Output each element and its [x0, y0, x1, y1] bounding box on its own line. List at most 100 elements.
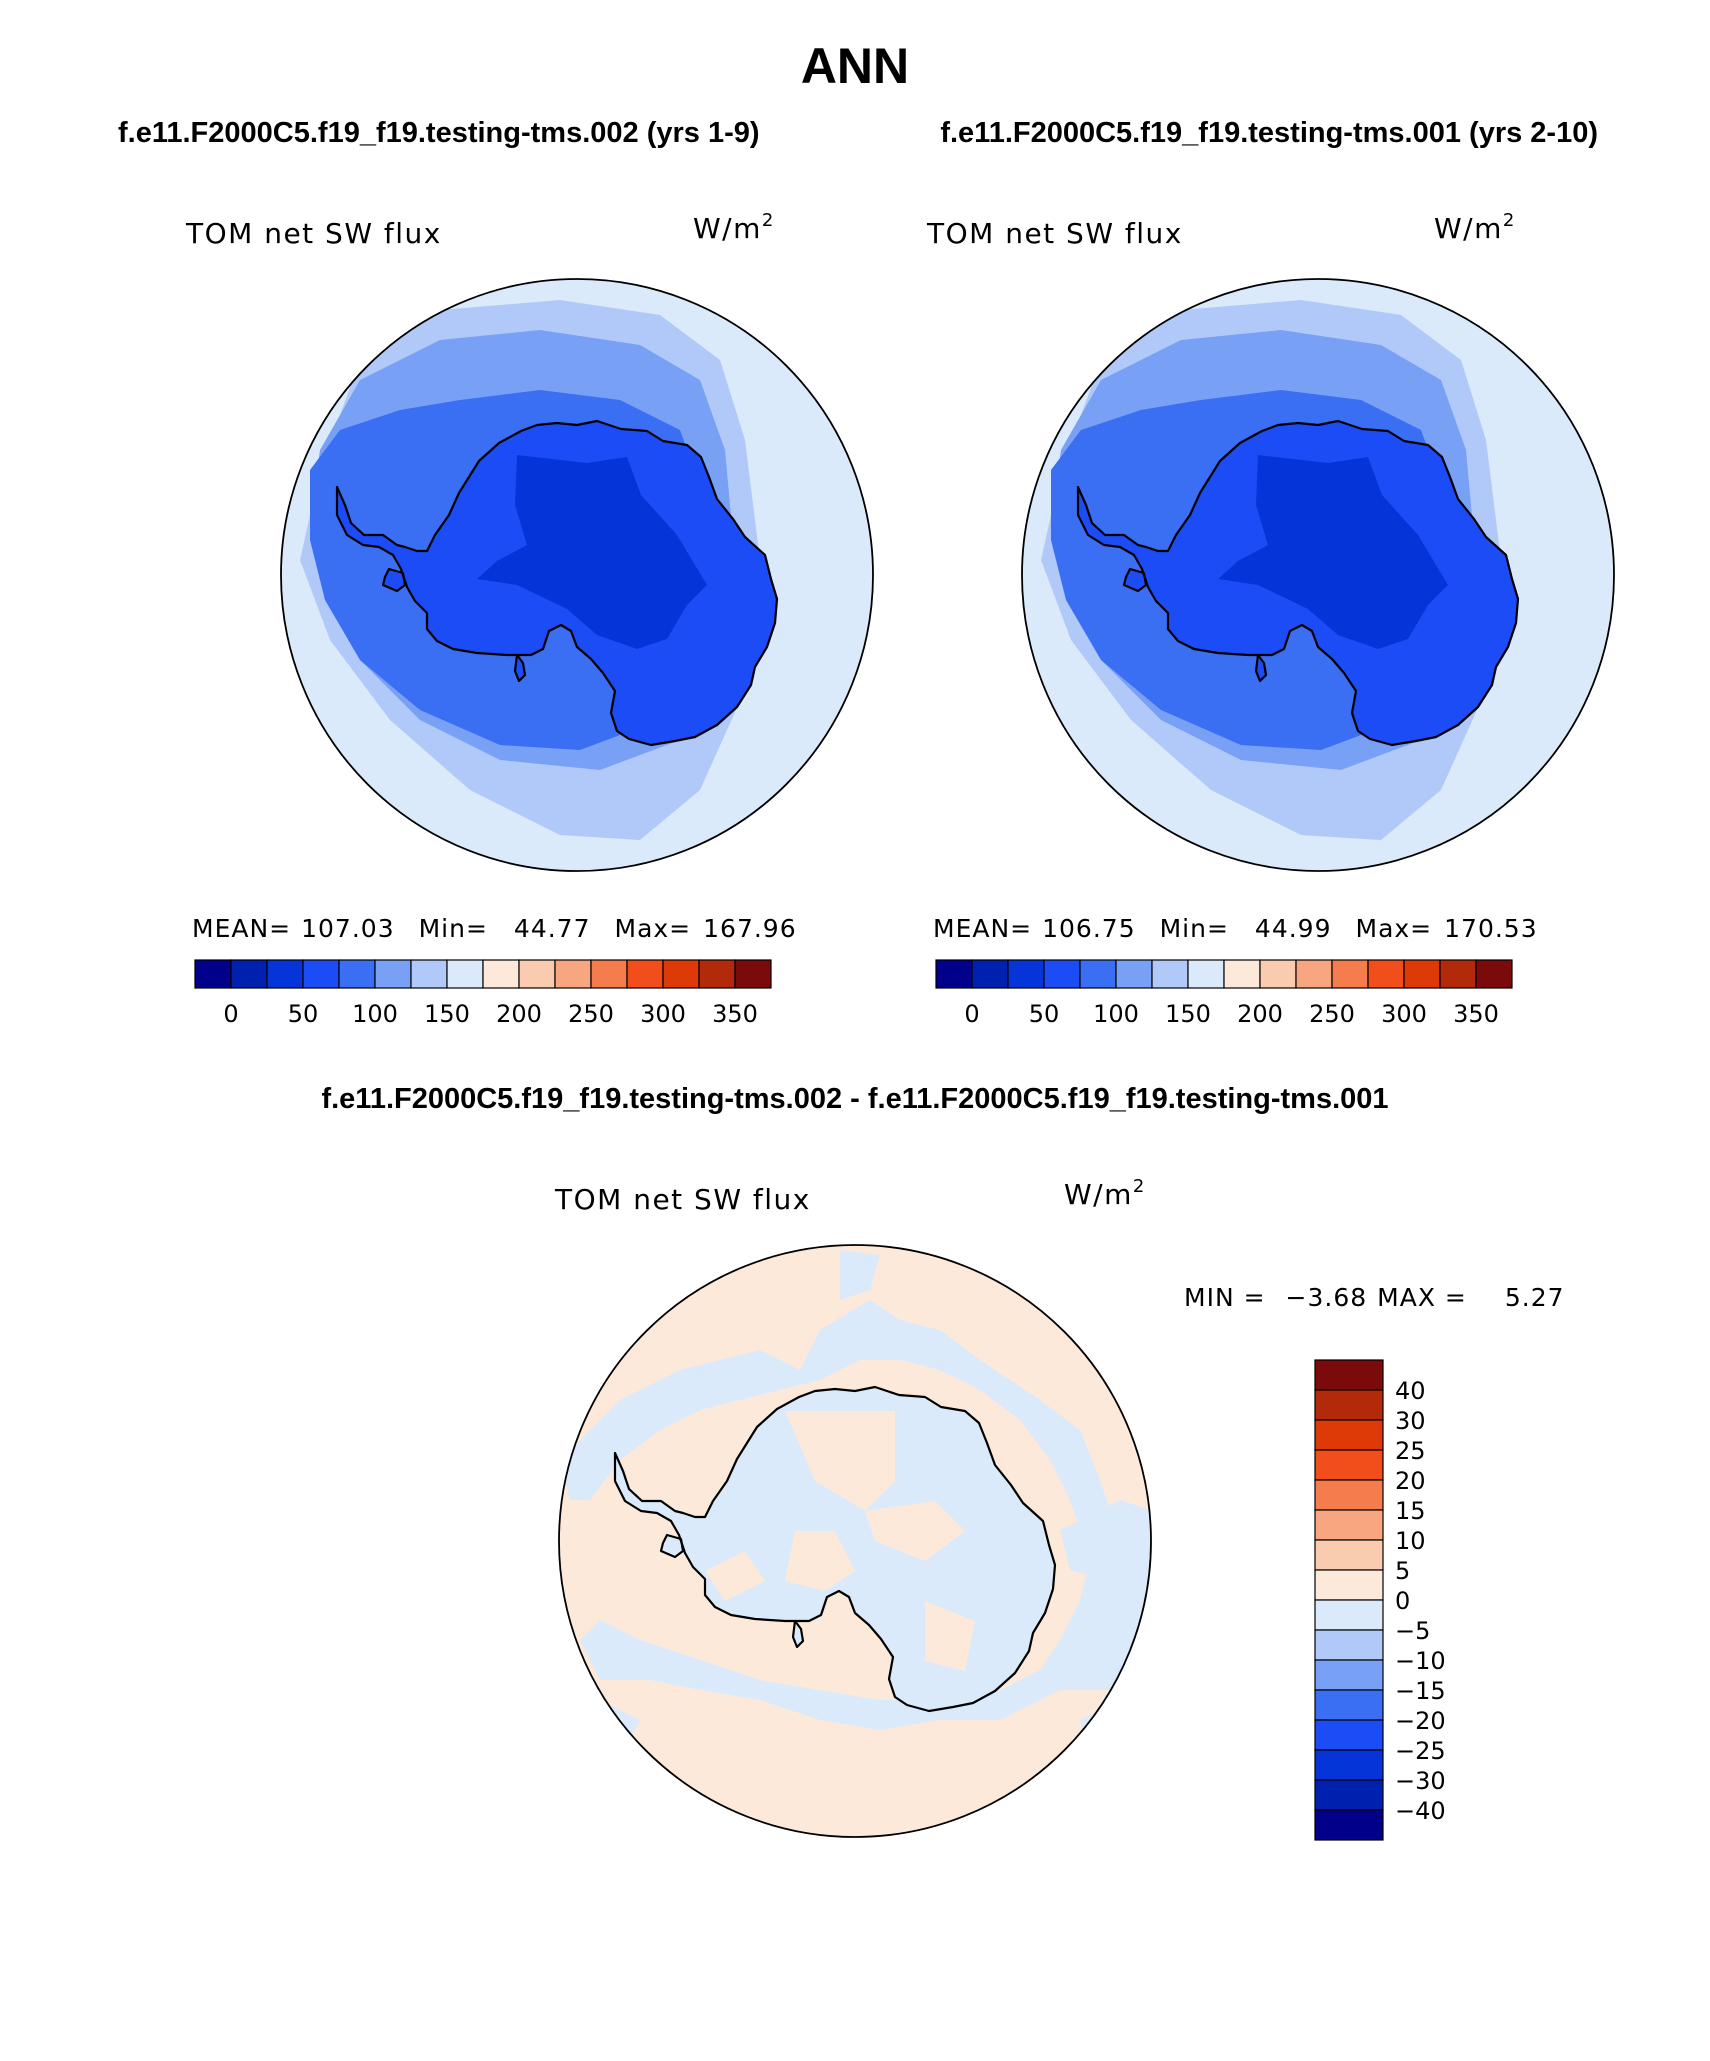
right-colorbar-box [1259, 959, 1297, 989]
right-colorbar-box [1079, 959, 1117, 989]
left-colorbar-box [590, 959, 628, 989]
left-colorbar-tick-label: 50 [288, 1000, 319, 1028]
right-units-label: W/m2 [1434, 210, 1516, 245]
diff-colorbar-box [1314, 1509, 1384, 1541]
diff-colorbar-tick-label: −25 [1395, 1737, 1446, 1765]
left-case-title: f.e11.F2000C5.f19_f19.testing-tms.002 (y… [118, 117, 760, 149]
left-min-label: Min= [419, 914, 488, 943]
diff-colorbar-box [1314, 1419, 1384, 1451]
diff-colorbar-tick-label: −30 [1395, 1767, 1446, 1795]
diff-colorbar-tick-label: 25 [1395, 1437, 1426, 1465]
left-mean-label: MEAN= [192, 914, 291, 943]
right-colorbar-box [1295, 959, 1333, 989]
diff-colorbar-box [1314, 1599, 1384, 1631]
diff-units-text: W/m [1064, 1178, 1133, 1211]
diff-variable-label: TOM net SW flux [554, 1183, 811, 1216]
left-polar-map [281, 279, 873, 871]
right-variable-label: TOM net SW flux [926, 217, 1183, 250]
diff-minmax: MIN = −3.68 MAX = 5.27 [1184, 1283, 1565, 1312]
right-colorbar-tick-label: 0 [964, 1000, 979, 1028]
diff-colorbar-box [1314, 1809, 1384, 1841]
left-colorbar-tick-label: 100 [352, 1000, 398, 1028]
right-colorbar-box [1439, 959, 1477, 989]
left-colorbar-box [518, 959, 556, 989]
right-contour-25-50 [1022, 421, 1518, 745]
right-colorbar-tick-label: 50 [1029, 1000, 1060, 1028]
left-max-value: 167.96 [703, 914, 796, 943]
left-max-label: Max= [615, 914, 692, 943]
left-colorbar-box [230, 959, 268, 989]
left-colorbar-tick-label: 0 [223, 1000, 238, 1028]
figure-title: ANN [801, 38, 909, 94]
right-colorbar-box [1223, 959, 1261, 989]
left-colorbar-box [662, 959, 700, 989]
right-panel: TOM net SW flux W/m2 MEAN= 106.75 Min= 44.9… [926, 210, 1615, 1028]
right-colorbar-box [1403, 959, 1441, 989]
diff-colorbar-box [1314, 1389, 1384, 1421]
left-colorbar-tick-label: 250 [568, 1000, 614, 1028]
diff-colorbar-tick-label: −5 [1395, 1617, 1430, 1645]
diff-interior-positive [705, 1411, 975, 1671]
right-max-label: Max= [1356, 914, 1433, 943]
right-min-label: Min= [1160, 914, 1229, 943]
diff-colorbar-box [1314, 1689, 1384, 1721]
diff-colorbar-box [1314, 1659, 1384, 1691]
left-variable-label: TOM net SW flux [185, 217, 442, 250]
left-colorbar-box [374, 959, 412, 989]
diff-colorbar-tick-label: −40 [1395, 1797, 1446, 1825]
right-max-value: 170.53 [1444, 914, 1537, 943]
diff-colorbar-box [1314, 1629, 1384, 1661]
right-colorbar-box [1187, 959, 1225, 989]
left-min-value: 44.77 [514, 914, 591, 943]
diff-colorbar-tick-label: 15 [1395, 1497, 1426, 1525]
left-units-text: W/m [693, 212, 762, 245]
left-colorbar-box [446, 959, 484, 989]
diff-colorbar-box [1314, 1719, 1384, 1751]
left-colorbar-box [482, 959, 520, 989]
diff-colorbar-box [1314, 1359, 1384, 1391]
left-colorbar-tick-label: 350 [712, 1000, 758, 1028]
diff-max-value: 5.27 [1505, 1283, 1565, 1312]
left-colorbar-box [626, 959, 664, 989]
diff-max-label: MAX = [1377, 1283, 1467, 1312]
right-polar-map [1022, 279, 1614, 871]
diff-colorbar-tick-label: −20 [1395, 1707, 1446, 1735]
left-colorbar-box [410, 959, 448, 989]
diff-map-border [558, 1244, 1152, 1838]
left-colorbar-box [698, 959, 736, 989]
left-colorbar-box [554, 959, 592, 989]
left-colorbar-tick-label: 200 [496, 1000, 542, 1028]
right-colorbar: 0 50 100 150 200 250 300 350 [935, 959, 1513, 1028]
diff-colorbar-box [1314, 1479, 1384, 1511]
diff-colorbar-box [1314, 1749, 1384, 1781]
right-map-border [1021, 278, 1615, 872]
diff-colorbar-tick-label: −10 [1395, 1647, 1446, 1675]
right-units-text: W/m [1434, 212, 1503, 245]
diff-colorbar-tick-label: −15 [1395, 1677, 1446, 1705]
left-panel: TOM net SW flux W/m2 MEAN= 107.03 Min= 44.7… [185, 210, 874, 1028]
diff-units-sup: 2 [1133, 1176, 1146, 1197]
right-case-title: f.e11.F2000C5.f19_f19.testing-tms.001 (y… [940, 117, 1598, 149]
right-colorbar-tick-label: 300 [1381, 1000, 1427, 1028]
diff-min-label: MIN = [1184, 1283, 1266, 1312]
right-colorbar-tick-label: 150 [1165, 1000, 1211, 1028]
right-colorbar-box [1043, 959, 1081, 989]
left-contour-0-25 [477, 455, 707, 649]
right-colorbar-box [1331, 959, 1369, 989]
right-colorbar-box [1115, 959, 1153, 989]
diff-colorbar-box [1314, 1569, 1384, 1601]
left-stats: MEAN= 107.03 Min= 44.77 Max= 167.96 [192, 914, 797, 943]
right-mean-value: 106.75 [1042, 914, 1135, 943]
diff-panel: TOM net SW flux W/m2 [554, 1176, 1565, 1841]
diff-title: f.e11.F2000C5.f19_f19.testing-tms.002 - … [321, 1083, 1388, 1115]
left-units-label: W/m2 [693, 210, 775, 245]
left-colorbar-box [302, 959, 340, 989]
right-stats: MEAN= 106.75 Min= 44.99 Max= 170.53 [933, 914, 1538, 943]
diff-min-value: −3.68 [1286, 1283, 1368, 1312]
diff-units-label: W/m2 [1064, 1176, 1146, 1211]
right-colorbar-box [971, 959, 1009, 989]
diff-colorbar-tick-label: 40 [1395, 1377, 1426, 1405]
diff-colorbar-box [1314, 1449, 1384, 1481]
